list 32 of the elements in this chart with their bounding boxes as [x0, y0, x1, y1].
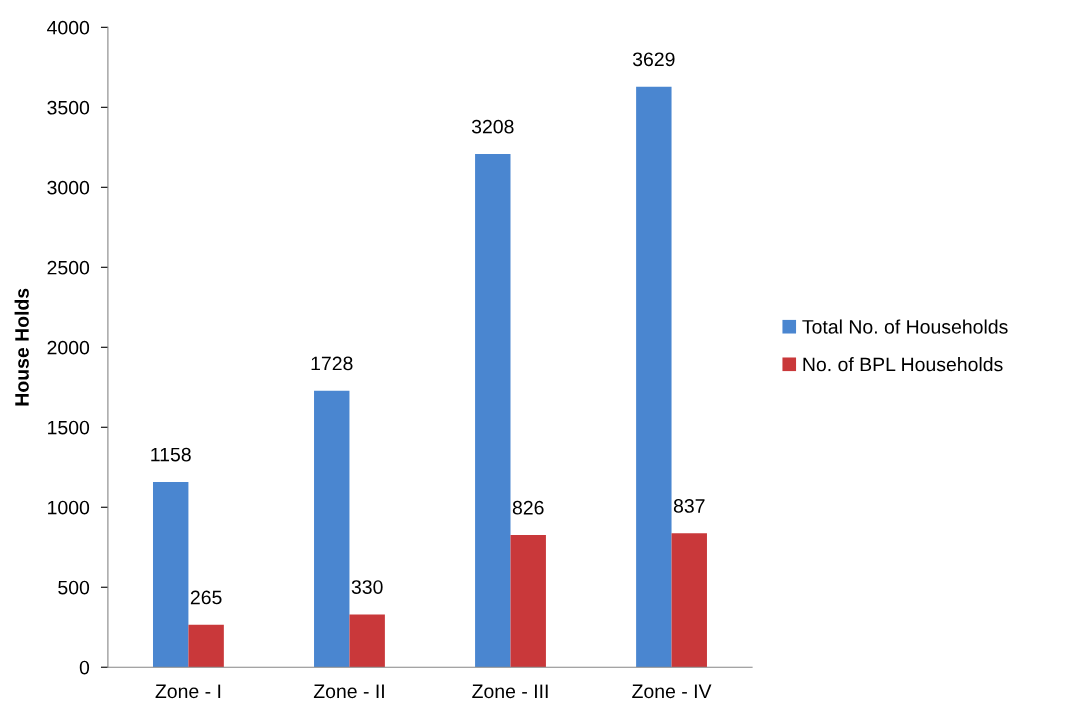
data-label: 826 — [512, 500, 544, 515]
bar — [314, 390, 350, 668]
y-tick-label: 2500 — [47, 260, 90, 275]
y-tick-label: 0 — [79, 660, 90, 675]
bar — [475, 154, 511, 668]
y-tick-label: 4000 — [47, 20, 90, 35]
y-tick-label: 2000 — [47, 340, 90, 355]
y-tick-label: 3500 — [47, 100, 90, 115]
x-tick-label: Zone - III — [472, 684, 548, 699]
bar — [636, 86, 672, 668]
data-label: 837 — [673, 499, 705, 513]
x-tick-label: Zone - I — [155, 684, 221, 699]
y-tick-label: 500 — [58, 580, 90, 595]
legend-label: Total No. of Households — [802, 319, 1008, 334]
data-label: 3629 — [632, 52, 675, 67]
bar — [349, 614, 385, 668]
bar — [188, 624, 224, 668]
y-tick-label: 3000 — [47, 180, 90, 195]
data-label: 330 — [351, 580, 383, 594]
data-label: 1158 — [151, 447, 191, 462]
bar — [152, 481, 189, 668]
data-label: 1728 — [311, 356, 353, 371]
legend-label: No. of BPL Households — [803, 357, 1003, 372]
y-tick-label: 1500 — [48, 420, 90, 435]
data-label: 265 — [190, 590, 222, 605]
data-label: 3208 — [471, 119, 514, 134]
y-axis-title: House Holds — [14, 288, 29, 406]
x-tick-label: Zone - II — [313, 684, 384, 699]
x-tick-label: Zone - IV — [632, 684, 712, 699]
bar — [671, 533, 707, 668]
y-tick-label: 1000 — [48, 500, 90, 515]
bar — [510, 535, 546, 668]
